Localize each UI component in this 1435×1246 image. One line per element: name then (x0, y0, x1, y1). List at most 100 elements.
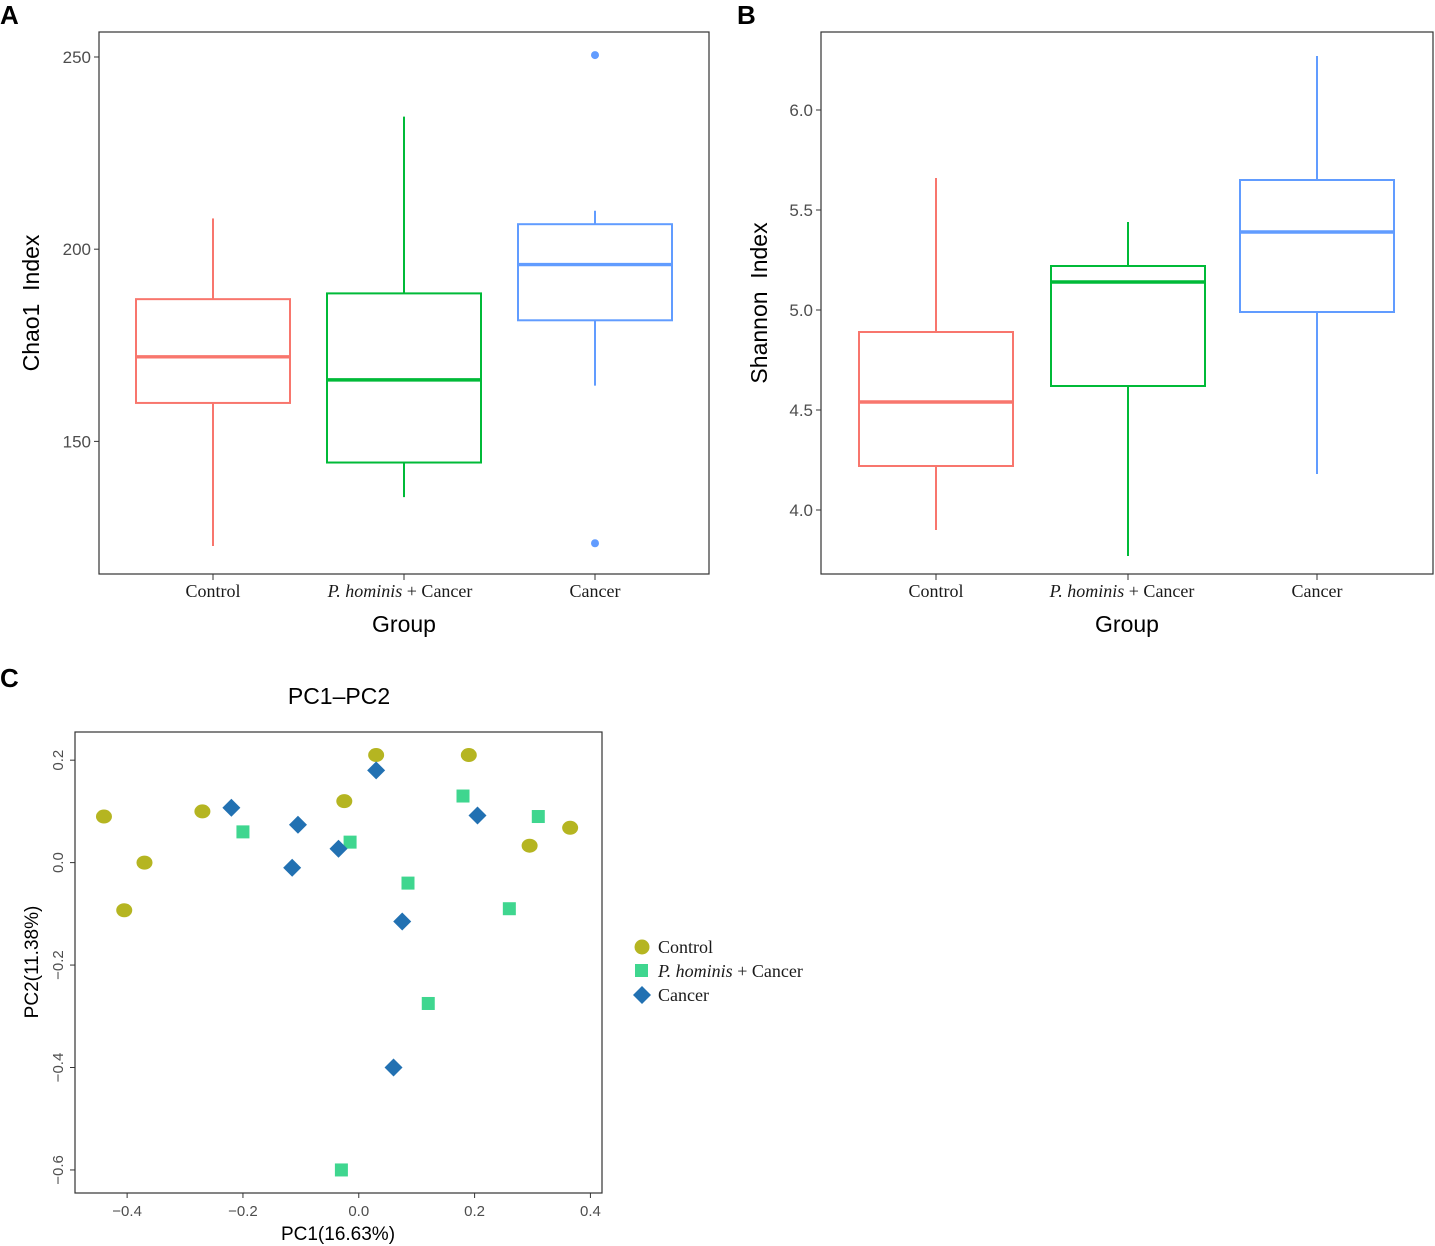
legend-control-label: Control (658, 937, 713, 957)
legend-hominis-label-rest: + Cancer (733, 961, 803, 981)
pca-point-cancer (468, 806, 487, 825)
shannon-x-ticks: Control P. hominis + Cancer Cancer (908, 574, 1342, 601)
pca-y-tick-label: −0.2 (50, 950, 67, 980)
chao1-y-tick-label: 200 (63, 240, 91, 259)
legend-hominis-label-italic: P. hominis (657, 961, 733, 981)
legend-cancer-label: Cancer (658, 985, 709, 1005)
pca-point-control (95, 809, 112, 824)
shannon-x-label-hominis-rest: + Cancer (1124, 581, 1194, 601)
shannon-y-ticks: 4.0 4.5 5.0 5.5 6.0 (789, 101, 821, 520)
shannon-x-label-cancer: Cancer (1292, 581, 1343, 601)
pca-point-hominis (343, 835, 357, 849)
panel-letter-c: C (0, 663, 19, 693)
pca-x-tick-label: −0.4 (112, 1203, 142, 1220)
pca-ticks: −0.4 −0.2 0.0 0.2 0.4 −0.6 −0.4 −0.2 0.0 0.2 (50, 750, 601, 1220)
chao1-x-label-hominis-italic: P. hominis (327, 581, 403, 601)
chao1-outlier-point (591, 51, 599, 60)
chao1-x-axis-title: Group (372, 611, 436, 637)
pca-point-control (521, 838, 538, 853)
pca-x-tick-label: 0.4 (580, 1203, 601, 1220)
shannon-x-label-control: Control (908, 581, 963, 601)
shannon-y-tick-label: 4.5 (789, 401, 813, 420)
shannon-boxes (858, 56, 1395, 556)
pca-x-tick-label: 0.0 (348, 1203, 369, 1220)
chao1-box-iqr (517, 223, 673, 322)
legend-cancer-marker (633, 986, 651, 1004)
shannon-y-axis-title: Shannon Index (746, 222, 772, 384)
legend-hominis-label: P. hominis + Cancer (657, 961, 803, 981)
chao1-boxplot: 150 200 250 Control P. hominis + Cancer Ca… (18, 31, 710, 637)
pca-point-cancer (222, 798, 241, 817)
chao1-y-tick-label: 250 (63, 48, 91, 67)
pca-scatter: PC1–PC2 −0.4 −0.2 0.0 0.2 0.4 −0.6 −0.4 −0.2 0.0… (22, 683, 803, 1245)
pca-point-control (460, 748, 477, 763)
pca-y-tick-label: −0.6 (50, 1155, 67, 1185)
shannon-box-cancer (1239, 56, 1395, 474)
chao1-x-label-control: Control (185, 581, 240, 601)
chao1-box-cancer (517, 210, 673, 386)
pca-point-hominis (456, 789, 470, 803)
pca-x-tick-label: 0.2 (464, 1203, 485, 1220)
chao1-box-control (135, 218, 291, 546)
chao1-x-label-cancer: Cancer (570, 581, 621, 601)
shannon-box-hominis (1050, 222, 1206, 556)
chao1-box-iqr (135, 298, 291, 404)
chao1-box-hominis (326, 116, 482, 498)
pca-point-cancer (283, 858, 302, 877)
pca-point-hominis (421, 996, 435, 1010)
pca-y-tick-label: 0.0 (50, 852, 67, 873)
shannon-y-tick-label: 5.0 (789, 301, 813, 320)
panel-letter-a: A (0, 0, 19, 30)
chao1-x-label-hominis: P. hominis + Cancer (327, 581, 473, 601)
chao1-y-tick-label: 150 (63, 432, 91, 451)
shannon-x-label-hominis-italic: P. hominis (1049, 581, 1125, 601)
pca-point-cancer (367, 761, 386, 780)
shannon-x-axis-title: Group (1095, 611, 1159, 637)
shannon-box-iqr (1050, 265, 1206, 387)
pca-y-tick-label: 0.2 (50, 750, 67, 771)
legend-hominis-marker (635, 964, 648, 977)
pca-points (95, 748, 579, 1177)
shannon-x-label-hominis: P. hominis + Cancer (1049, 581, 1195, 601)
pca-title: PC1–PC2 (288, 683, 390, 709)
chao1-boxes (135, 51, 673, 548)
pca-point-hominis (236, 825, 250, 839)
pca-point-control (368, 748, 385, 763)
pca-point-cancer (288, 815, 307, 834)
pca-y-axis-title: PC2(11.38%) (22, 906, 43, 1019)
pca-x-tick-label: −0.2 (228, 1203, 258, 1220)
pca-point-hominis (334, 1163, 348, 1177)
shannon-y-tick-label: 5.5 (789, 201, 813, 220)
pca-point-control (116, 903, 133, 918)
pca-point-control (562, 820, 579, 835)
shannon-boxplot: 4.0 4.5 5.0 5.5 6.0 Control P. hominis + Can… (746, 31, 1434, 637)
shannon-box-iqr (1239, 179, 1395, 313)
pca-point-hominis (531, 810, 545, 824)
pca-point-control (194, 804, 211, 819)
pca-point-hominis (502, 902, 516, 916)
shannon-box-control (858, 178, 1014, 530)
shannon-box-iqr (858, 331, 1014, 467)
pca-plot-frame (74, 731, 603, 1194)
pca-point-cancer (384, 1058, 403, 1077)
chao1-x-ticks: Control P. hominis + Cancer Cancer (185, 574, 620, 601)
pca-y-tick-label: −0.4 (50, 1053, 67, 1083)
pca-legend: Control P. hominis + Cancer Cancer (633, 937, 803, 1005)
chao1-y-axis-title: Chao1 Index (18, 234, 44, 371)
chao1-outlier-point (591, 539, 599, 548)
shannon-y-tick-label: 4.0 (789, 501, 813, 520)
shannon-plot-frame (820, 31, 1434, 575)
pca-point-cancer (329, 839, 348, 858)
pca-point-control (336, 794, 353, 809)
pca-point-hominis (401, 876, 415, 890)
chao1-x-label-hominis-rest: + Cancer (402, 581, 472, 601)
pca-x-axis-title: PC1(16.63%) (281, 1224, 395, 1245)
chao1-box-iqr (326, 292, 482, 464)
pca-point-control (136, 855, 153, 870)
pca-point-cancer (393, 912, 412, 931)
panel-letter-b: B (737, 0, 756, 30)
shannon-y-tick-label: 6.0 (789, 101, 813, 120)
chao1-y-ticks: 150 200 250 (63, 48, 99, 451)
legend-control-marker (634, 939, 650, 955)
